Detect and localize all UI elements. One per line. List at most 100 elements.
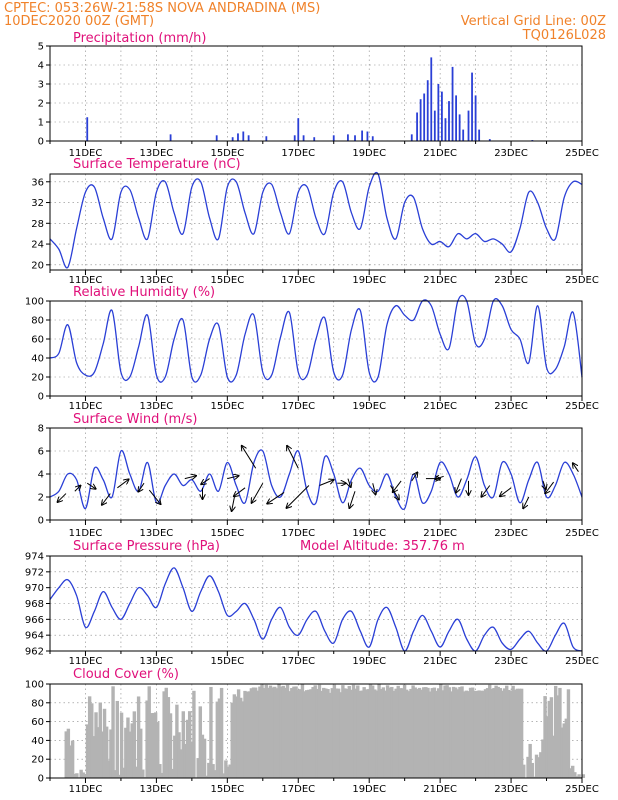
cloud-bar — [328, 692, 332, 778]
temp-series-line — [49, 171, 583, 269]
cloud-bar — [381, 687, 386, 778]
cloud-bar — [79, 769, 83, 778]
cloud-bar — [73, 773, 77, 778]
cloud-bar — [128, 731, 132, 778]
cloud-title: Cloud Cover (%) — [73, 667, 179, 682]
pressure-xtick-label: 17DEC — [281, 656, 315, 667]
cloud-xtick-label: 17DEC — [281, 784, 315, 795]
wind-vector-arrow — [117, 479, 128, 489]
wind-vector-arrow — [573, 463, 579, 472]
precip-bar — [371, 136, 374, 141]
cloud-bar — [139, 728, 143, 778]
cloud-bar — [462, 691, 466, 778]
cloud-bar — [305, 690, 309, 778]
precip-bar — [458, 114, 461, 141]
precip-xtick-label: 19DEC — [352, 148, 386, 159]
cloud-bar — [102, 708, 107, 778]
precip-bar — [423, 93, 426, 141]
wind-vector-arrow — [242, 446, 257, 469]
rh-xtick-label: 11DEC — [69, 401, 103, 412]
cloud-bar — [479, 690, 483, 778]
precip-xtick-label: 17DEC — [281, 148, 315, 159]
precip-bar — [313, 137, 316, 141]
pressure-ytick-label: 968 — [25, 599, 44, 610]
wind-vector-arrow — [287, 485, 310, 508]
wind-vector-arrow — [58, 493, 67, 502]
rh-ytick-label: 0 — [38, 392, 44, 403]
cloud-bar — [417, 687, 422, 778]
cloud-bar — [360, 690, 364, 778]
cloud-bar — [236, 689, 241, 778]
pressure-xtick-label: 11DEC — [69, 656, 103, 667]
precip-bar — [86, 117, 89, 141]
cloud-bar — [317, 684, 322, 778]
cloud-bar — [541, 739, 545, 778]
cloud-bar — [345, 688, 349, 778]
cloud-bar — [507, 690, 511, 778]
wind-vector-arrow — [373, 483, 376, 494]
cloud-bar — [85, 724, 90, 778]
pressure-xtick-label: 15DEC — [210, 656, 244, 667]
cloud-bar — [153, 712, 158, 778]
cloud-frame — [49, 683, 583, 779]
model-altitude: Model Altitude: 357.76 m — [300, 539, 465, 554]
cloud-ytick-label: 0 — [38, 774, 44, 785]
pressure-ytick-label: 974 — [25, 552, 44, 563]
cloud-bar — [177, 732, 181, 778]
cloud-bar — [453, 687, 458, 778]
cloud-bar — [532, 776, 537, 778]
cloud-bar — [502, 688, 507, 778]
wind-xtick-label: 25DEC — [565, 528, 599, 539]
precip-bar — [441, 91, 443, 141]
cloud-bar — [330, 688, 334, 778]
wind-vector-arrow — [86, 482, 95, 489]
cloud-bar — [422, 687, 426, 778]
precip-bar — [231, 137, 234, 141]
wind-xtick-label: 15DEC — [210, 528, 244, 539]
cloud-bar — [107, 760, 111, 778]
cloud-bar — [239, 697, 243, 778]
precip-bar — [416, 112, 418, 141]
cloud-bar — [534, 754, 539, 778]
cloud-bar — [111, 686, 115, 778]
pressure-xtick-label: 25DEC — [565, 656, 599, 667]
cloud-bar — [439, 684, 443, 778]
cloud-bar — [351, 684, 356, 778]
cloud-bar — [192, 690, 196, 778]
cloud-bar — [428, 691, 432, 778]
cloud-bar — [341, 685, 345, 778]
cloud-bar — [104, 726, 109, 778]
cloud-bar — [387, 687, 392, 778]
wind-vector-arrow — [201, 478, 210, 485]
cloud-bar — [415, 689, 420, 778]
temp-frame — [49, 173, 583, 271]
cloud-bar — [249, 688, 254, 778]
wind-vector-arrow — [390, 485, 398, 500]
cloud-bar — [551, 735, 556, 778]
cloud-bar — [400, 688, 405, 778]
cloud-bar — [200, 734, 205, 778]
cloud-bar — [307, 689, 311, 778]
cloud-bar — [464, 690, 469, 778]
cloud-bar — [232, 694, 237, 778]
cloud-bar — [264, 684, 268, 778]
precip-bar — [265, 136, 268, 141]
wind-vector-arrow — [319, 480, 334, 486]
header-grid-note: Vertical Grid Line: 00Z — [461, 14, 606, 29]
wind-ytick-label: 6 — [38, 447, 44, 458]
temp-ytick-label: 32 — [31, 198, 44, 209]
cloud-bar — [443, 685, 447, 778]
cloud-bar — [292, 686, 296, 778]
wind-vector-arrow — [227, 476, 238, 479]
precip-bar — [437, 84, 440, 141]
cloud-bar — [566, 689, 571, 778]
cloud-bar — [156, 722, 160, 778]
wind-vector-arrow — [411, 473, 418, 482]
pressure-title: Surface Pressure (hPa) — [73, 539, 220, 554]
cloud-bar — [300, 684, 305, 778]
cloud-bar — [70, 740, 75, 778]
wind-vector-arrow — [349, 491, 356, 508]
cloud-bar — [241, 701, 245, 778]
cloud-bar — [134, 766, 139, 778]
precip-xtick-label: 15DEC — [210, 148, 244, 159]
